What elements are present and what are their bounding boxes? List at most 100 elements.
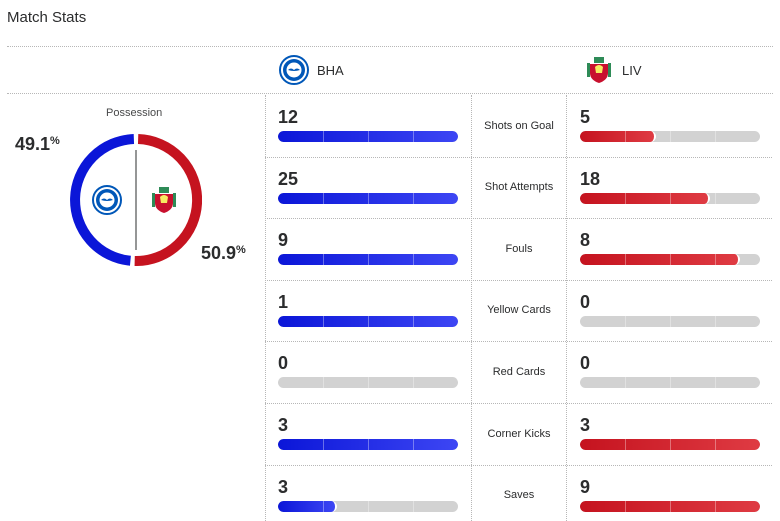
home-team-header: BHA: [279, 55, 344, 85]
away-stat-bar: [580, 500, 760, 512]
bar-segment-tick: [670, 500, 671, 512]
possession-label: Possession: [106, 107, 163, 119]
page-title: Match Stats: [7, 9, 87, 26]
bar-segment-tick: [413, 315, 414, 327]
home-stat-bar-fill: [278, 315, 458, 327]
stat-label-text: Fouls: [505, 242, 533, 255]
row-divider: [265, 156, 772, 158]
away-stat-bar: [580, 131, 760, 142]
stat-label-text: Saves: [503, 489, 535, 502]
home-team-abbr: BHA: [317, 62, 344, 78]
home-stat-bar: [278, 315, 458, 327]
stat-label-text: Shots on Goal: [484, 119, 554, 132]
bar-segment-tick: [670, 439, 671, 450]
stat-label-text: Yellow Cards: [487, 304, 551, 317]
stat-row: 0 Red Cards 0: [265, 341, 772, 402]
row-divider: [265, 279, 772, 281]
bar-segment-tick: [323, 377, 324, 389]
bar-segment-tick: [670, 315, 671, 327]
bar-segment-tick: [368, 315, 369, 327]
possession-donut: [70, 134, 202, 266]
away-stat-bar-fill: [580, 500, 760, 512]
brighton-crest-icon: [92, 185, 122, 215]
home-stat-value: 25: [278, 168, 299, 189]
row-divider: [265, 218, 772, 220]
bar-segment-tick: [413, 377, 414, 389]
bar-segment-tick: [670, 254, 671, 266]
bar-segment-tick: [625, 315, 626, 327]
away-stat-bar-fill: [580, 254, 741, 266]
row-divider: [265, 341, 772, 343]
away-stat-value: 0: [580, 353, 591, 374]
away-stat-value: 8: [580, 230, 591, 251]
bar-segment-tick: [413, 439, 414, 450]
home-stat-bar: [278, 439, 458, 450]
home-possession-arc: [70, 134, 135, 266]
home-stat-bar: [278, 192, 458, 204]
away-stat-bar: [580, 315, 760, 327]
home-stat-bar-fill: [278, 500, 338, 512]
home-stat-value: 0: [278, 353, 289, 374]
away-possession-arc: [134, 134, 202, 266]
bar-segment-tick: [625, 439, 626, 450]
bar-segment-tick: [413, 131, 414, 142]
bar-segment-tick: [625, 254, 626, 266]
bar-segment-tick: [368, 439, 369, 450]
away-team-abbr: LIV: [622, 62, 642, 78]
bar-segment-tick: [670, 377, 671, 389]
liverpool-crest-icon: [152, 187, 176, 213]
bar-segment-tick: [715, 377, 716, 389]
home-stat-value: 3: [278, 476, 289, 497]
bar-segment-tick: [323, 315, 324, 327]
away-team-header: LIV: [584, 55, 642, 85]
stat-label: Yellow Cards: [472, 280, 566, 341]
away-stat-bar: [580, 254, 760, 266]
bar-segment-tick: [625, 377, 626, 389]
away-possession-value: 50.9%: [201, 243, 246, 264]
brighton-crest-icon: [279, 55, 309, 85]
away-stat-bar-fill: [580, 192, 710, 204]
bar-segment-tick: [323, 131, 324, 142]
bar-segment-tick: [670, 131, 671, 142]
stat-label-text: Red Cards: [492, 365, 546, 378]
bar-segment-tick: [368, 254, 369, 266]
bar-segment-tick: [413, 254, 414, 266]
home-stat-bar: [278, 377, 458, 389]
header-divider: [7, 93, 773, 94]
home-possession-unit: %: [50, 135, 60, 147]
stat-row: 1 Yellow Cards 0: [265, 280, 772, 341]
away-possession-number: 50.9: [201, 243, 237, 263]
stat-label: Fouls: [472, 218, 566, 279]
bar-segment-tick: [368, 131, 369, 142]
bar-segment-tick: [368, 192, 369, 204]
away-stat-value: 0: [580, 291, 591, 312]
column-divider: [566, 95, 567, 521]
bar-segment-tick: [715, 315, 716, 327]
bar-segment-tick: [368, 377, 369, 389]
home-stat-bar-fill: [278, 131, 458, 142]
home-stat-bar: [278, 254, 458, 266]
home-stat-bar-fill: [278, 439, 458, 450]
away-stat-bar: [580, 377, 760, 389]
bar-segment-tick: [323, 192, 324, 204]
stat-label: Red Cards: [472, 341, 566, 402]
away-stat-bar-fill: [580, 131, 656, 142]
bar-segment-tick: [715, 131, 716, 142]
row-divider: [265, 464, 772, 466]
away-stat-value: 3: [580, 415, 591, 435]
stat-label: Saves: [472, 465, 566, 521]
away-stat-value: 9: [580, 476, 591, 497]
bar-segment-tick: [413, 500, 414, 512]
home-stat-value: 9: [278, 230, 289, 251]
stat-label: Shot Attempts: [472, 157, 566, 218]
stat-row: 9 Fouls 8: [265, 218, 772, 279]
bar-segment-tick: [715, 254, 716, 266]
home-stat-bar: [278, 500, 458, 512]
bar-segment-tick: [625, 131, 626, 142]
bar-segment-tick: [670, 192, 671, 204]
home-stat-bar-fill: [278, 254, 458, 266]
stat-label: Shots on Goal: [472, 95, 566, 156]
home-stat-value: 3: [278, 415, 289, 435]
bar-segment-tick: [323, 254, 324, 266]
away-stat-bar: [580, 439, 760, 450]
